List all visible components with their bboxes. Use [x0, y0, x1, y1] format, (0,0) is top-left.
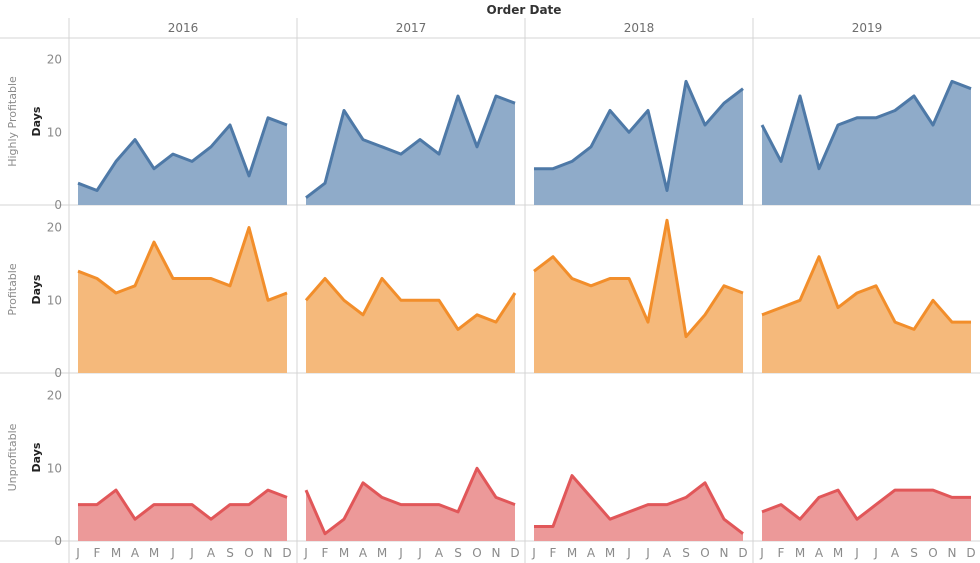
x-tick-label: O	[928, 546, 937, 560]
x-tick-label: N	[492, 546, 501, 560]
x-tick-label: D	[510, 546, 519, 560]
x-tick-label: A	[891, 546, 900, 560]
x-tick-label: S	[226, 546, 234, 560]
series-line-highly-profitable-2018	[534, 79, 744, 192]
area-fill-highly-profitable-2016	[78, 117, 287, 205]
y-tick-label: 10	[47, 293, 62, 307]
x-tick-label: D	[966, 546, 975, 560]
x-tick-label: A	[587, 546, 596, 560]
area-fill-profitable-2018	[534, 220, 743, 373]
y-tick-label: 0	[54, 534, 62, 548]
series-line-highly-profitable-2017	[305, 94, 516, 199]
x-tick-label: A	[131, 546, 140, 560]
area-fill-unprofitable-2019	[762, 490, 971, 541]
x-tick-label: A	[663, 546, 672, 560]
x-tick-label: J	[531, 546, 536, 560]
x-tick-label: O	[700, 546, 709, 560]
area-fill-highly-profitable-2018	[534, 81, 743, 205]
column-header-2019: 2019	[852, 21, 883, 35]
area-fill-highly-profitable-2019	[762, 81, 971, 205]
chart-title: Order Date	[487, 3, 562, 17]
x-tick-label: M	[377, 546, 387, 560]
x-tick-label: J	[75, 546, 80, 560]
row-label: Unprofitable	[6, 423, 19, 491]
x-tick-label: J	[626, 546, 631, 560]
x-tick-label: D	[282, 546, 291, 560]
y-axis-label: Days	[30, 106, 43, 136]
x-tick-label: J	[873, 546, 878, 560]
x-tick-label: D	[738, 546, 747, 560]
y-tick-label: 0	[54, 198, 62, 212]
area-fill-unprofitable-2016	[78, 490, 287, 541]
series-line-profitable-2018	[533, 218, 744, 339]
y-tick-label: 20	[47, 221, 62, 235]
x-tick-label: F	[550, 546, 557, 560]
x-tick-label: J	[759, 546, 764, 560]
x-tick-label: N	[948, 546, 957, 560]
column-header-2018: 2018	[624, 21, 655, 35]
y-tick-label: 0	[54, 366, 62, 380]
row-label: Profitable	[6, 263, 19, 315]
series-line-profitable-2016	[77, 226, 288, 302]
x-tick-label: O	[244, 546, 253, 560]
series-line-profitable-2019	[761, 255, 971, 331]
x-tick-label: F	[94, 546, 101, 560]
x-tick-label: N	[264, 546, 273, 560]
x-tick-label: J	[645, 546, 650, 560]
series-line-unprofitable-2016	[78, 488, 288, 521]
x-tick-label: N	[720, 546, 729, 560]
x-tick-label: S	[682, 546, 690, 560]
x-tick-label: S	[910, 546, 918, 560]
y-tick-label: 20	[47, 53, 62, 67]
x-tick-label: F	[778, 546, 785, 560]
series-line-highly-profitable-2016	[77, 116, 288, 192]
x-tick-label: J	[303, 546, 308, 560]
y-tick-label: 20	[47, 389, 62, 403]
y-axis-label: Days	[30, 442, 43, 472]
column-header-2016: 2016	[168, 21, 199, 35]
x-tick-label: M	[795, 546, 805, 560]
x-tick-label: M	[111, 546, 121, 560]
x-tick-label: M	[149, 546, 159, 560]
x-tick-label: A	[815, 546, 824, 560]
series-line-profitable-2017	[304, 277, 517, 331]
x-tick-label: J	[189, 546, 194, 560]
x-tick-label: J	[170, 546, 175, 560]
series-line-unprofitable-2019	[761, 488, 971, 521]
y-axis-label: Days	[30, 274, 43, 304]
x-tick-label: A	[359, 546, 368, 560]
series-line-unprofitable-2018	[534, 474, 744, 535]
x-tick-label: F	[322, 546, 329, 560]
y-tick-label: 10	[47, 461, 62, 475]
x-tick-label: A	[207, 546, 216, 560]
area-fill-profitable-2017	[306, 278, 515, 373]
row-label: Highly Profitable	[6, 76, 19, 167]
x-tick-label: O	[472, 546, 481, 560]
x-tick-label: J	[417, 546, 422, 560]
y-tick-label: 10	[47, 125, 62, 139]
x-tick-label: M	[567, 546, 577, 560]
area-fill-profitable-2016	[78, 227, 287, 373]
x-tick-label: M	[833, 546, 843, 560]
x-tick-label: J	[398, 546, 403, 560]
x-tick-label: M	[605, 546, 615, 560]
area-fill-highly-profitable-2017	[306, 96, 515, 205]
series-line-highly-profitable-2019	[760, 79, 972, 171]
x-tick-label: S	[454, 546, 462, 560]
series-line-unprofitable-2017	[304, 466, 516, 536]
column-header-2017: 2017	[396, 21, 427, 35]
x-tick-label: A	[435, 546, 444, 560]
x-tick-label: J	[854, 546, 859, 560]
area-fill-profitable-2019	[762, 256, 971, 373]
x-tick-label: M	[339, 546, 349, 560]
